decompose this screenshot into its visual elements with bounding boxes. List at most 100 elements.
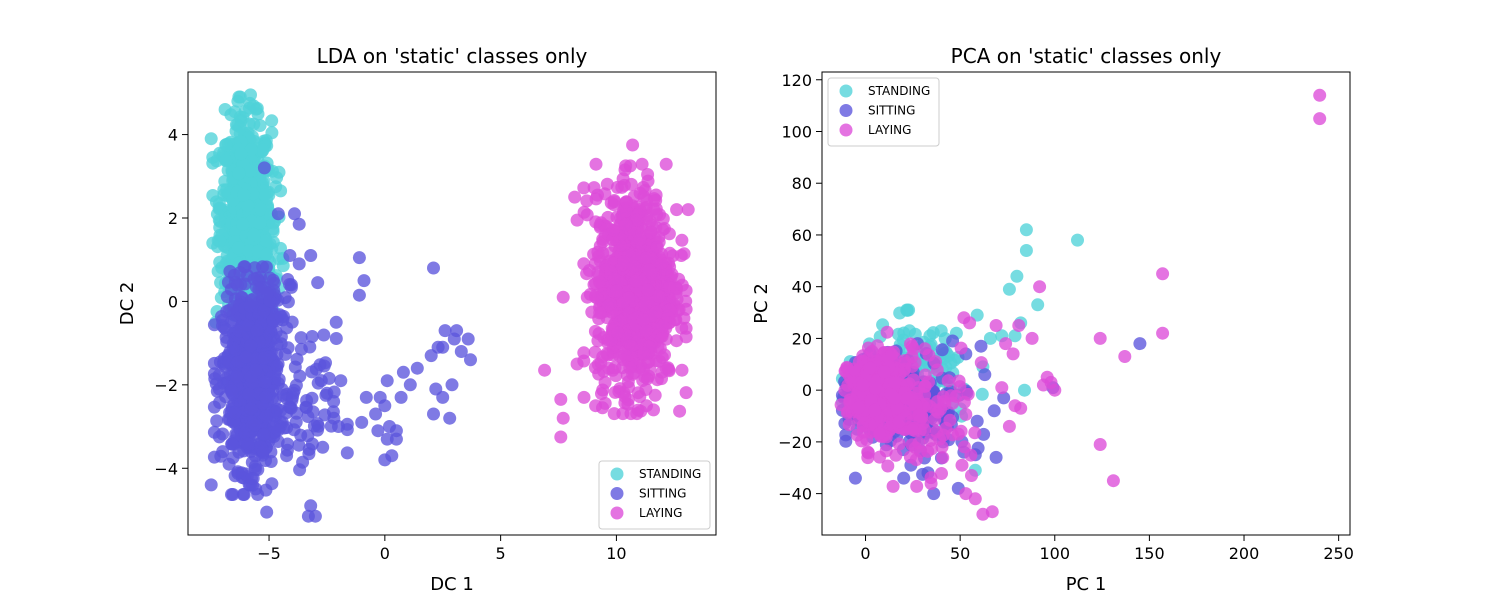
data-point-laying (589, 215, 603, 229)
data-point-laying (868, 403, 882, 417)
pca-y-tick-label: 60 (792, 226, 812, 245)
data-point-laying (635, 157, 649, 171)
data-point-laying (588, 324, 602, 338)
data-point-sitting (252, 282, 266, 296)
data-point-sitting (283, 401, 297, 414)
data-point-laying (589, 192, 603, 206)
data-point-sitting (275, 382, 289, 396)
lda-legend-label-laying: LAYING (639, 506, 682, 520)
data-point-standing (243, 164, 257, 178)
data-point-standing (983, 331, 997, 345)
data-point-laying (889, 448, 903, 462)
pca-legend-box (827, 77, 940, 147)
pca-x-axis-label: PC 1 (1066, 574, 1107, 595)
data-point-laying (642, 263, 656, 277)
lda-legend-box (598, 460, 711, 530)
data-point-laying (936, 451, 950, 465)
data-point-laying (918, 342, 932, 356)
data-point-sitting (204, 478, 218, 492)
data-point-sitting (970, 414, 984, 428)
data-point-sitting (210, 414, 224, 428)
data-point-laying (590, 291, 604, 305)
data-point-sitting (283, 278, 297, 291)
data-point-standing (1008, 329, 1022, 343)
data-point-sitting (332, 420, 345, 433)
data-point-sitting (245, 472, 258, 485)
data-point-standing (1071, 233, 1084, 247)
data-point-laying (656, 212, 670, 226)
data-point-laying (865, 344, 879, 358)
data-point-laying (929, 355, 942, 369)
data-point-laying (633, 233, 647, 246)
data-point-sitting (436, 340, 450, 354)
data-point-laying (905, 398, 918, 411)
data-point-sitting (225, 437, 239, 451)
data-point-standing (211, 264, 225, 278)
data-point-laying (999, 337, 1013, 351)
pca-y-tick-label: 0 (802, 381, 812, 400)
lda-series-sitting (204, 161, 477, 523)
data-point-laying (630, 407, 644, 421)
data-point-laying (906, 423, 919, 437)
data-point-sitting (309, 362, 323, 376)
data-point-laying (619, 218, 633, 232)
data-point-laying (968, 426, 982, 440)
data-point-laying (863, 361, 877, 375)
data-point-laying (577, 346, 591, 360)
data-point-laying (918, 368, 932, 382)
data-point-sitting (283, 249, 297, 262)
data-point-laying (593, 306, 607, 320)
data-point-sitting (263, 271, 277, 285)
lda-legend: STANDING SITTING LAYING (598, 460, 711, 530)
data-point-laying (1118, 350, 1132, 363)
data-point-sitting (257, 427, 271, 441)
data-point-laying (554, 430, 568, 444)
data-point-sitting (207, 318, 221, 332)
data-point-sitting (292, 438, 306, 452)
data-point-laying (640, 399, 653, 413)
data-point-sitting (301, 410, 315, 423)
data-point-standing (274, 241, 287, 255)
data-point-laying (675, 321, 689, 335)
data-point-laying (1093, 438, 1107, 451)
lda-points (204, 88, 695, 523)
data-point-laying (617, 255, 631, 269)
data-point-laying (675, 233, 689, 247)
data-point-laying (587, 181, 601, 195)
data-point-standing (232, 166, 246, 180)
pca-legend-label-sitting: SITTING (868, 104, 915, 118)
data-point-laying (1156, 326, 1170, 340)
data-point-laying (903, 450, 917, 464)
data-point-sitting (355, 415, 369, 429)
data-point-laying (675, 363, 689, 377)
data-point-laying (933, 432, 947, 446)
lda-legend-label-sitting: SITTING (639, 487, 686, 501)
data-point-laying (681, 203, 695, 217)
data-point-laying (577, 390, 591, 404)
data-point-laying (607, 272, 621, 286)
data-point-sitting (288, 207, 301, 221)
data-point-standing (204, 132, 218, 146)
data-point-laying (1156, 267, 1170, 281)
data-point-sitting (334, 374, 348, 388)
pca-y-tick-label: −40 (778, 485, 812, 504)
data-point-sitting (249, 363, 263, 377)
data-point-sitting (280, 449, 294, 463)
data-point-sitting (207, 400, 221, 414)
data-point-laying (596, 401, 609, 415)
data-point-standing (272, 165, 286, 179)
pca-points (834, 88, 1327, 521)
data-point-standing (212, 213, 226, 227)
data-point-sitting (286, 390, 299, 404)
lda-chart: −5 0 5 10 −4 −2 0 2 4 LDA on 'static' classes onl… (117, 44, 717, 595)
data-point-laying (924, 477, 938, 490)
data-point-sitting (352, 288, 366, 302)
data-point-laying (873, 450, 887, 464)
pca-x-tick-label: 200 (1229, 544, 1260, 563)
data-point-standing (206, 156, 220, 170)
data-point-sitting (989, 450, 1003, 464)
data-point-standing (237, 188, 251, 202)
data-point-laying (611, 326, 625, 340)
data-point-sitting (233, 266, 247, 280)
data-point-laying (976, 507, 990, 521)
